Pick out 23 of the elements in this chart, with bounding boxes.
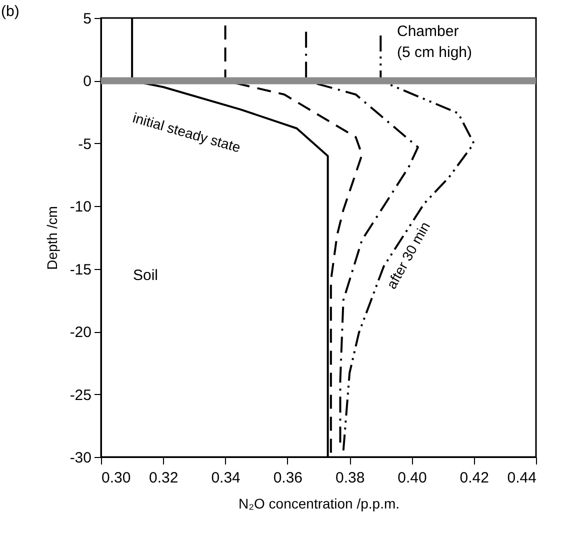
y-tick-label: -10 (70, 198, 92, 216)
text: after 30 min (383, 218, 433, 292)
y-tick-label: 5 (83, 10, 92, 28)
annotation: Soil (133, 267, 158, 284)
text: initial steady state (131, 109, 243, 156)
y-tick-label: -5 (78, 136, 92, 153)
x-tick-label: 0.42 (460, 470, 489, 486)
text: (b) (1, 3, 20, 20)
x-tick-label: 0.30 (102, 470, 131, 486)
y-tick-label: -25 (70, 386, 92, 404)
y-axis-title: Depth /cm (44, 206, 60, 270)
x-tick-label: 0.36 (273, 470, 303, 486)
x-tick-label: 0.34 (211, 470, 240, 486)
y-tick-label: -15 (70, 261, 92, 278)
annotation: Chamber (5 cm high) (397, 23, 472, 61)
y-tick-label: 0 (83, 73, 92, 90)
x-tick-label: 0.44 (507, 470, 536, 486)
x-tick-label: 0.32 (149, 470, 178, 486)
x-tick-label: 0.38 (335, 470, 365, 486)
x-tick-label: 0.40 (398, 470, 427, 486)
y-tick-label: -20 (70, 324, 92, 342)
y-tick-label: -30 (70, 450, 92, 466)
x-axis-title: N₂O concentration /p.p.m. (238, 496, 400, 512)
